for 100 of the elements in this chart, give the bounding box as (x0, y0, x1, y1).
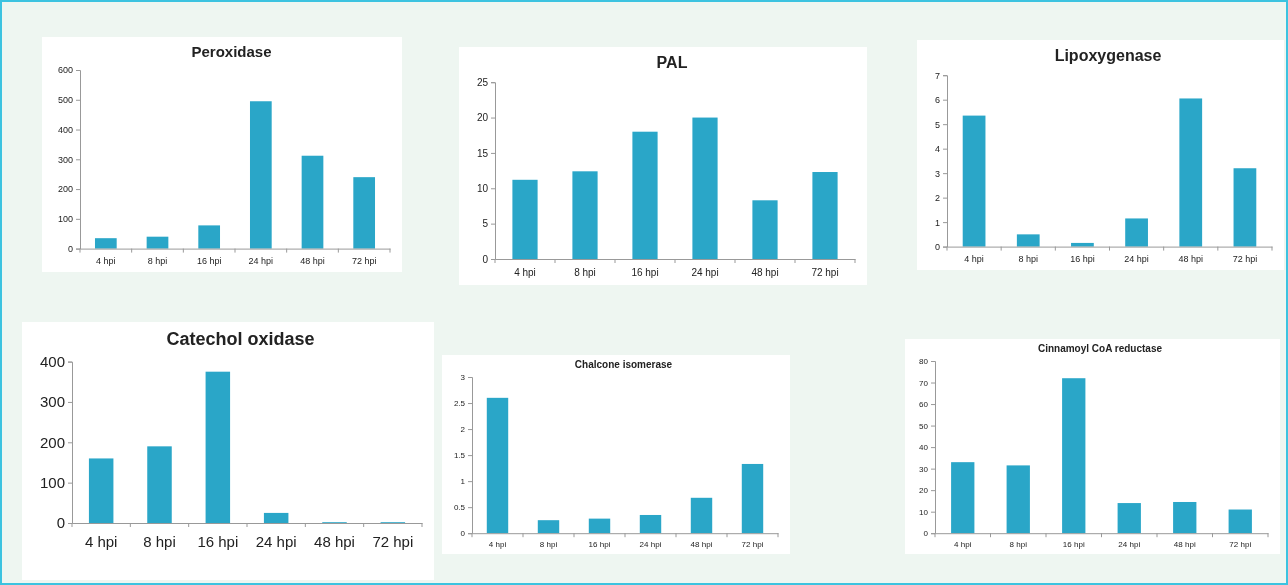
x-tick-label: 4 hpi (964, 254, 984, 265)
y-tick-label: 2.5 (453, 399, 466, 409)
y-tick-label: 0.5 (453, 503, 466, 513)
y-tick-label: 1 (934, 217, 940, 228)
x-tick-label: 48 hpi (300, 256, 325, 267)
y-tick-label: 15 (476, 147, 489, 159)
y-tick-label: 3 (934, 168, 940, 179)
y-tick-label: 600 (57, 65, 73, 76)
bar (94, 238, 117, 249)
y-tick-label: 0 (923, 529, 929, 539)
x-tick-label: 24 hpi (248, 256, 274, 267)
x-tick-label: 16 hpi (588, 540, 611, 550)
bar (690, 497, 713, 534)
x-tick-label: 4 hpi (96, 256, 116, 267)
bar (512, 179, 538, 259)
bar (147, 446, 172, 523)
x-tick-label: 48 hpi (1178, 254, 1204, 265)
x-tick-label: 24 hpi (1118, 540, 1141, 550)
x-tick-label: 72 hpi (372, 533, 414, 550)
bar (301, 155, 324, 249)
x-tick-label: 48 hpi (314, 533, 355, 550)
bar (486, 397, 509, 534)
y-tick-label: 0 (56, 514, 65, 532)
bar (812, 172, 838, 259)
bar (572, 171, 598, 259)
bar (1006, 465, 1030, 534)
y-tick-label: 80 (919, 357, 929, 367)
y-tick-label: 1 (460, 477, 466, 487)
y-tick-label: 1.5 (453, 451, 466, 461)
x-tick-label: 72 hpi (741, 540, 764, 550)
bar (198, 225, 221, 249)
bar (692, 117, 718, 259)
y-tick-label: 400 (39, 352, 65, 370)
bar (962, 115, 986, 247)
bar (1016, 234, 1040, 247)
y-tick-label: 4 (934, 144, 940, 155)
bar (639, 514, 662, 534)
y-tick-label: 0 (934, 241, 940, 252)
x-tick-label: 8 hpi (143, 533, 176, 550)
bar (146, 236, 169, 249)
bar (951, 462, 975, 534)
chart-title: Catechol oxidase (166, 329, 315, 350)
x-tick-label: 8 hpi (539, 540, 558, 550)
x-tick-label: 4 hpi (488, 540, 507, 550)
bar (1117, 503, 1141, 534)
x-tick-label: 16 hpi (631, 267, 659, 278)
x-tick-label: 8 hpi (1009, 540, 1028, 550)
x-tick-label: 4 hpi (84, 533, 118, 550)
x-tick-label: 24 hpi (639, 540, 662, 550)
y-tick-label: 70 (919, 378, 929, 388)
x-tick-label: 72 hpi (1229, 540, 1252, 550)
y-tick-label: 0 (482, 253, 489, 265)
y-tick-label: 500 (57, 95, 73, 106)
bar (1062, 378, 1086, 534)
bar (263, 512, 289, 523)
y-tick-label: 10 (919, 507, 929, 517)
x-tick-label: 72 hpi (811, 267, 839, 278)
x-tick-label: 16 hpi (1070, 254, 1095, 265)
x-tick-label: 4 hpi (514, 267, 536, 278)
x-tick-label: 16 hpi (196, 256, 222, 267)
bar (353, 177, 376, 249)
chart-title: Cinnamoyl CoA reductase (1037, 343, 1163, 354)
y-tick-label: 6 (934, 95, 940, 106)
y-tick-label: 20 (919, 486, 929, 496)
y-tick-label: 20 (476, 112, 489, 124)
x-tick-label: 72 hpi (1232, 254, 1258, 265)
bar (752, 200, 778, 259)
bar (88, 458, 114, 523)
bar (249, 101, 272, 249)
y-tick-label: 60 (919, 400, 929, 410)
x-tick-label: 16 hpi (1062, 540, 1085, 550)
y-tick-label: 40 (919, 443, 929, 453)
bar (588, 518, 611, 534)
bar (741, 463, 764, 534)
y-tick-label: 100 (39, 473, 65, 491)
y-tick-label: 30 (919, 464, 929, 474)
bar (1179, 98, 1203, 247)
y-tick-label: 300 (39, 393, 65, 411)
chart-title: Peroxidase (191, 42, 272, 60)
x-tick-label: 8 hpi (147, 256, 168, 267)
y-tick-label: 400 (57, 124, 73, 135)
bar (1125, 218, 1148, 247)
y-tick-label: 3 (460, 373, 466, 383)
y-tick-label: 2 (460, 425, 466, 435)
bar (1173, 501, 1197, 534)
bar (1233, 168, 1257, 247)
chart-title: Chalcone isomerase (574, 359, 673, 370)
x-tick-label: 48 hpi (751, 267, 779, 278)
x-tick-label: 48 hpi (690, 540, 713, 550)
y-tick-label: 200 (39, 433, 65, 451)
bar (1228, 509, 1252, 534)
y-tick-label: 100 (57, 214, 73, 225)
y-tick-label: 25 (476, 76, 489, 88)
x-tick-label: 8 hpi (1018, 254, 1039, 265)
bar (205, 371, 231, 523)
x-tick-label: 48 hpi (1173, 540, 1196, 550)
y-tick-label: 10 (476, 182, 489, 194)
chart-title: Lipoxygenase (1054, 46, 1162, 64)
y-tick-label: 0 (460, 529, 466, 539)
y-tick-label: 2 (934, 193, 940, 204)
